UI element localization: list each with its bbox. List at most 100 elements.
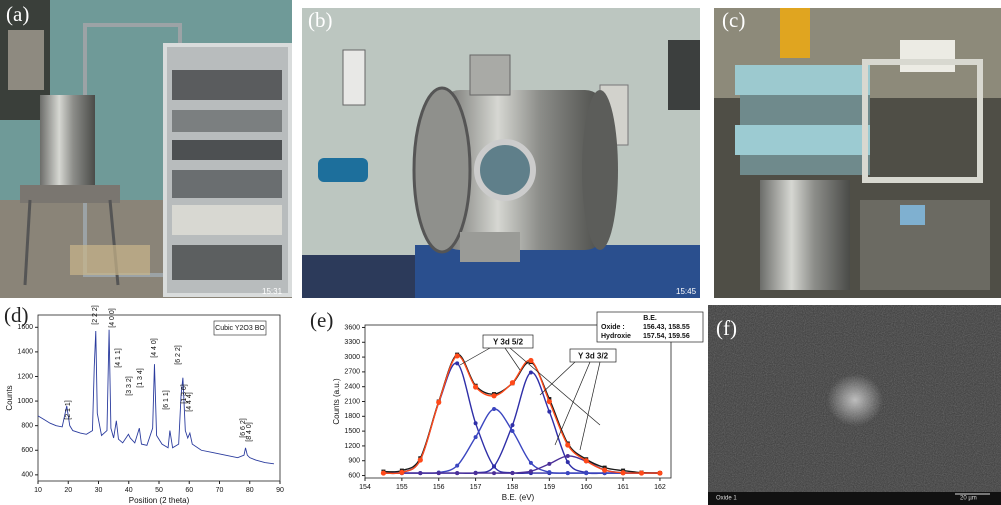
peak-label: [4 4 4]	[186, 392, 193, 412]
y-tick-label: 1500	[344, 428, 360, 435]
x-tick-label: 60	[185, 487, 193, 494]
peak-label: [4 4 0]	[151, 338, 158, 358]
panel-label: (b)	[308, 8, 333, 32]
data-point	[566, 454, 570, 458]
legend-title: B.E.	[643, 315, 657, 322]
photo-f	[708, 305, 1001, 505]
data-point	[455, 471, 459, 475]
x-tick-label: 161	[617, 484, 629, 491]
data-point	[492, 407, 496, 411]
peak-label: [2 1 1]	[65, 400, 72, 420]
data-point	[492, 464, 496, 468]
x-tick-label: 159	[543, 484, 555, 491]
data-point	[510, 471, 514, 475]
data-line	[383, 354, 660, 473]
legend-key: Oxide :	[601, 324, 625, 331]
annotation-leader	[555, 362, 590, 445]
data-point	[510, 429, 514, 433]
x-tick-label: 162	[654, 484, 666, 491]
y-tick-label: 400	[21, 472, 33, 479]
legend-key: Hydroxie	[601, 333, 631, 340]
data-point	[474, 435, 478, 439]
data-point	[418, 471, 422, 475]
x-tick-label: 154	[359, 484, 371, 491]
data-point	[455, 353, 460, 358]
peak-label: [6 1 1]	[163, 390, 170, 410]
data-line	[383, 409, 660, 473]
figure: (a) 15:31 (b) 15:45 (c)	[0, 0, 1001, 505]
data-point	[639, 470, 644, 475]
x-tick-label: 155	[396, 484, 408, 491]
data-point	[620, 470, 625, 475]
y-tick-label: 2100	[344, 398, 360, 405]
panel-label: (c)	[722, 8, 745, 32]
image-caption: Oxide 1	[716, 496, 737, 502]
data-point	[381, 470, 386, 475]
y-tick-label: 1000	[17, 398, 33, 405]
photo-c	[714, 8, 1001, 298]
peak-label: [1 3 4]	[137, 368, 144, 388]
legend-value: 157.54, 159.56	[643, 333, 690, 340]
y-tick-label: 3000	[344, 354, 360, 361]
data-point	[510, 423, 514, 427]
x-tick-label: 30	[95, 487, 103, 494]
data-point	[565, 442, 570, 447]
data-point	[529, 469, 533, 473]
y-tick-label: 3300	[344, 339, 360, 346]
annotation-leader	[460, 348, 490, 365]
x-tick-label: 157	[470, 484, 482, 491]
x-tick-label: 40	[125, 487, 133, 494]
y-tick-label: 1800	[344, 413, 360, 420]
chart-panel: (e)6009001200150018002100240027003000330…	[310, 308, 703, 502]
timestamp: 15:45	[676, 287, 697, 296]
y-tick-label: 1200	[344, 443, 360, 450]
plot-frame	[38, 315, 280, 481]
y-tick-label: 2700	[344, 369, 360, 376]
data-line	[383, 356, 660, 474]
data-line	[383, 363, 660, 473]
photo-b	[302, 8, 700, 298]
annotation-leader	[505, 348, 520, 370]
y-tick-label: 600	[348, 472, 360, 479]
data-point	[528, 358, 533, 363]
data-line	[383, 372, 660, 473]
data-point	[399, 470, 404, 475]
y-tick-label: 600	[21, 447, 33, 454]
annotation: Y 3d 3/2	[578, 352, 609, 361]
y-tick-label: 800	[21, 423, 33, 430]
legend-text: Cubic Y2O3 BO	[215, 325, 265, 332]
panel-label: (f)	[716, 316, 737, 340]
y-tick-label: 1600	[17, 324, 33, 331]
panel-label: (e)	[310, 308, 333, 332]
data-point	[510, 380, 515, 385]
data-point	[657, 470, 662, 475]
peak-label: [8 4 0]	[246, 422, 253, 442]
data-point	[584, 458, 589, 463]
peak-label: [4 0 0]	[109, 308, 116, 328]
data-point	[474, 421, 478, 425]
y-tick-label: 900	[348, 458, 360, 465]
x-tick-label: 156	[433, 484, 445, 491]
x-tick-label: 160	[580, 484, 592, 491]
data-point	[418, 457, 423, 462]
annotation: Y 3d 5/2	[493, 338, 524, 347]
data-point	[474, 471, 478, 475]
x-tick-label: 90	[276, 487, 284, 494]
data-point	[547, 462, 551, 466]
data-point	[455, 361, 459, 365]
photo-a	[0, 0, 292, 298]
x-tick-label: 50	[155, 487, 163, 494]
legend-value: 156.43, 158.55	[643, 324, 690, 331]
data-point	[547, 410, 551, 414]
data-point	[529, 370, 533, 374]
y-tick-label: 1400	[17, 349, 33, 356]
data-point	[547, 470, 551, 474]
data-point	[473, 384, 478, 389]
scale-bar-label: 20 µm	[960, 496, 977, 502]
data-point	[437, 471, 441, 475]
y-tick-label: 3600	[344, 324, 360, 331]
data-point	[602, 468, 607, 473]
panel-label: (a)	[6, 2, 29, 26]
x-axis-label: Position (2 theta)	[129, 496, 190, 505]
annotation-leader	[580, 362, 600, 450]
